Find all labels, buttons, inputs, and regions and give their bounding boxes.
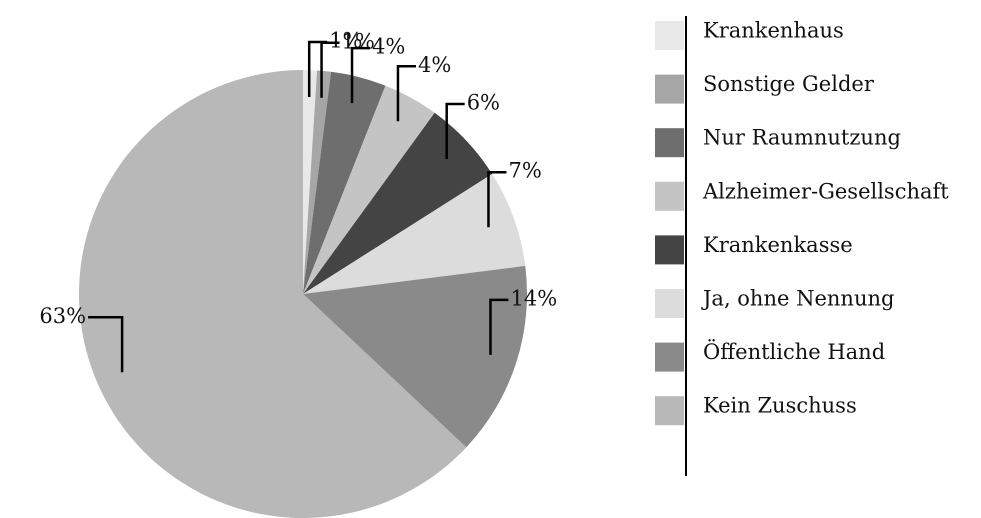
legend-label: Sonstige Gelder: [703, 72, 875, 96]
data-label: 14%: [510, 286, 557, 310]
legend-swatch: [655, 342, 684, 372]
leader-line: [396, 65, 416, 122]
legend-label: Alzheimer-Gesellschaft: [702, 179, 949, 203]
pie-slice: [303, 71, 386, 295]
legend-swatch: [655, 235, 684, 265]
leader-line: [88, 316, 124, 373]
pie-slice: [303, 112, 493, 295]
legend-swatch: [655, 396, 684, 426]
data-label: 4%: [372, 35, 405, 59]
leader-line: [487, 170, 507, 228]
pie-slice: [303, 70, 318, 294]
data-label: 6%: [467, 91, 500, 115]
pie-slice: [303, 85, 435, 294]
data-label: 4%: [418, 53, 451, 77]
leader-line: [320, 41, 340, 98]
leader-line: [350, 46, 371, 104]
legend-label: Öffentliche Hand: [703, 339, 885, 364]
legend-swatch: [655, 289, 684, 318]
legend-label: Nur Raumnutzung: [703, 126, 901, 150]
legend-label: Krankenhaus: [703, 19, 844, 43]
pie-slice: [303, 70, 332, 294]
leader-line: [445, 102, 465, 160]
legend-swatch: [655, 21, 684, 50]
data-label: 1%: [342, 29, 375, 53]
data-label: 7%: [508, 159, 541, 183]
legend-label: Kein Zuschuss: [703, 394, 857, 418]
data-label: 63%: [39, 304, 86, 328]
pie-slice: [79, 70, 467, 518]
legend-label: Krankenkasse: [703, 233, 853, 257]
legend-swatch: [655, 74, 684, 104]
legend-label: Ja, ohne Nennung: [701, 287, 894, 311]
legend-swatch: [655, 181, 684, 211]
legend-swatch: [655, 128, 684, 158]
pie-slice: [303, 265, 527, 448]
pie-slice: [303, 173, 526, 294]
leader-line: [489, 298, 509, 355]
